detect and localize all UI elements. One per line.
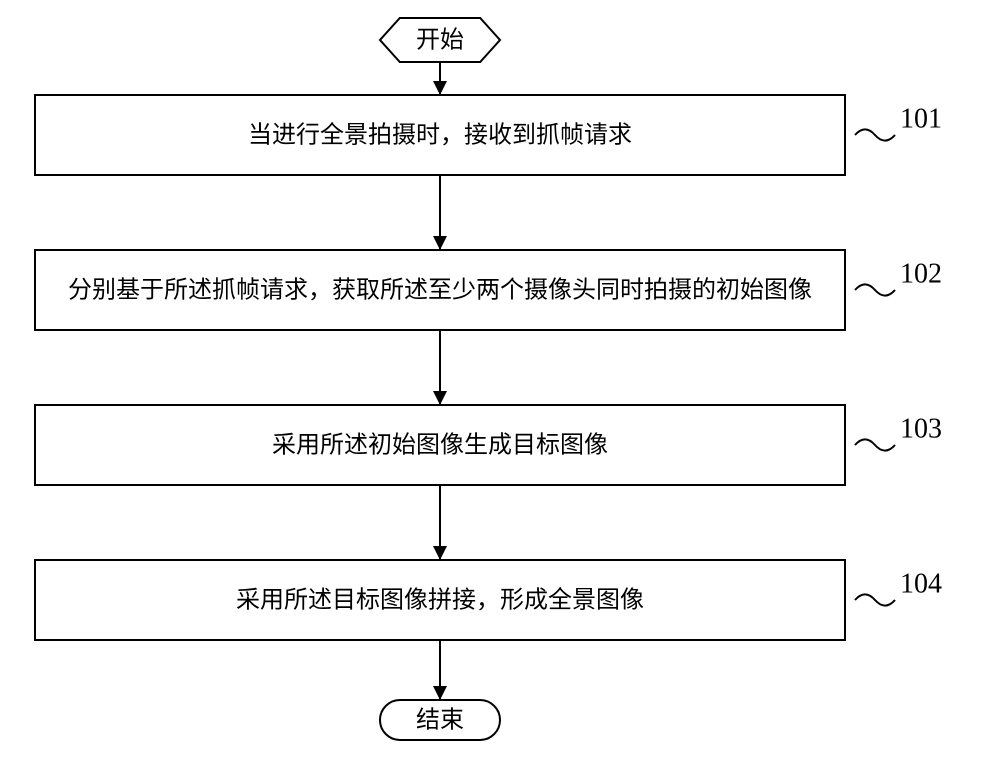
label-connector [855,594,895,605]
arrow-1 [433,62,447,95]
step-104: 采用所述目标图像拼接，形成全景图像 104 [35,560,942,640]
step-101: 当进行全景拍摄时，接收到抓帧请求 101 [35,95,942,175]
step-number: 104 [900,568,942,599]
label-connector [855,439,895,450]
flowchart-diagram: 开始当进行全景拍摄时，接收到抓帧请求 101 分别基于所述抓帧请求，获取所述至少两个… [0,0,1000,761]
start-terminator: 开始 [380,18,500,62]
step-text: 采用所述目标图像拼接，形成全景图像 [236,587,644,614]
start-label: 开始 [416,27,464,54]
step-103: 采用所述初始图像生成目标图像 103 [35,405,942,485]
arrow-2 [433,175,447,250]
step-number: 101 [900,103,942,134]
label-connector [855,129,895,140]
arrow-5 [433,640,447,700]
end-terminator: 结束 [380,700,500,740]
step-102: 分别基于所述抓帧请求，获取所述至少两个摄像头同时拍摄的初始图像 102 [35,250,942,330]
step-text: 采用所述初始图像生成目标图像 [272,432,608,459]
arrow-3 [433,330,447,405]
label-connector [855,284,895,295]
step-number: 103 [900,413,942,444]
end-label: 结束 [416,707,464,734]
step-number: 102 [900,258,942,289]
arrow-4 [433,485,447,560]
step-text: 分别基于所述抓帧请求，获取所述至少两个摄像头同时拍摄的初始图像 [68,277,812,304]
step-text: 当进行全景拍摄时，接收到抓帧请求 [248,122,632,149]
